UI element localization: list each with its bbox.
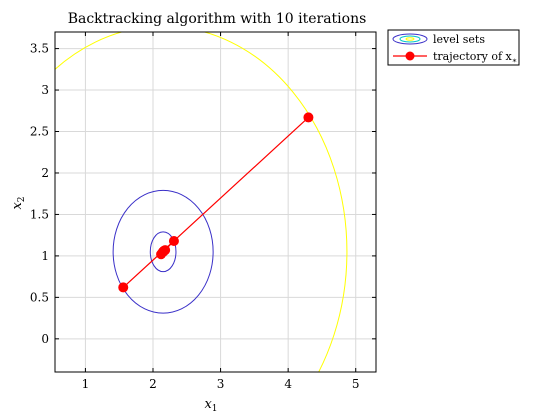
legend-trajectory-label: trajectory of x∗ [433,50,517,65]
trajectory-point-0 [303,112,314,123]
plot-area [55,32,348,372]
y-tick-label: 0 [41,332,49,346]
y-axis-label-sub: 2 [17,196,27,202]
trajectory-line [122,116,309,288]
legend: level sets trajectory of x∗ [387,29,520,66]
y-tick-label: 3.5 [30,42,49,56]
grid [55,32,376,372]
legend-trajectory-icon [393,51,427,61]
plot-content [55,32,348,372]
x-tick-label: 4 [284,377,292,391]
trajectory-point-1 [118,282,129,293]
y-tick-label: 2.5 [30,125,49,139]
x-axis-label-sub: 1 [212,404,218,414]
x-tick-label: 5 [352,377,360,391]
level-set-contour-2 [55,32,348,372]
y-tick-label: 1.5 [30,207,49,221]
x-tick-label: 1 [82,377,90,391]
y-tick-label: 1 [41,249,49,263]
level-set-contour-0 [149,231,177,273]
legend-level-sets-label: level sets [433,33,485,46]
level-set-contour-1 [112,189,214,314]
legend-trajectory-sub: ∗ [512,56,517,65]
trajectory-point-10 [158,246,169,257]
trajectory-point-2 [168,235,179,246]
chart-title: Backtracking algorithm with 10 iteration… [68,11,367,27]
x-tick-label: 2 [149,377,157,391]
y-tick-label: 0.5 [30,290,49,304]
axes-frame [54,31,377,373]
x-axis-label: x1 [204,397,217,414]
x-tick-label: 3 [217,377,225,391]
y-tick-label: 3 [41,83,49,97]
y-tick-label: 2 [41,166,49,180]
y-axis-label: x2 [10,196,27,209]
legend-level-sets-icon [392,33,428,45]
ticks: 1 2 3 4 5 0 0.5 1 1.5 2 2.5 3 3.5 [30,32,376,391]
